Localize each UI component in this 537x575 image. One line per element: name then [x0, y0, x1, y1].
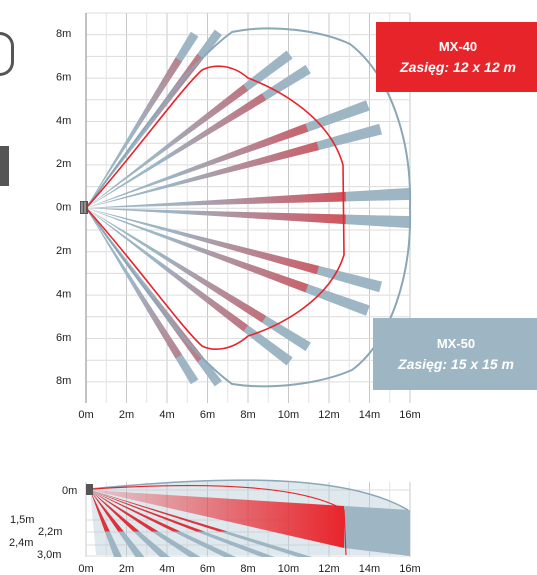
mx50-range-label: Zasięg: 15 x 15 m [398, 356, 514, 372]
top-x-tick: 10m [278, 409, 299, 421]
top-y-tick: 6m [56, 332, 71, 344]
top-view-beams [86, 29, 411, 387]
top-beam [86, 208, 311, 352]
mx40-range-label: Zasięg: 12 x 12 m [400, 59, 516, 75]
mx40-beam-segment [86, 93, 267, 208]
mx40-beam-segment [86, 141, 319, 208]
top-x-tick: 2m [119, 409, 134, 421]
top-beam [86, 187, 411, 208]
mx40-beam-segment [86, 191, 346, 208]
top-y-tick: 2m [56, 158, 71, 170]
top-x-tick: 16m [399, 409, 420, 421]
mx40-side-fan-beam [90, 490, 159, 532]
mx40-beam-segment [86, 208, 346, 225]
top-beam [86, 208, 383, 293]
top-beam [86, 50, 293, 208]
mx40-beam-segment [86, 208, 309, 293]
mx40-beam-segment [86, 208, 267, 323]
mx40-side-main-beam [90, 490, 344, 548]
mx50-coverage-outline [84, 27, 412, 388]
side-label-2-2m: 2,2m [38, 526, 62, 538]
top-view-detector [80, 201, 88, 214]
top-y-tick: 0m [56, 202, 71, 214]
top-beam [86, 208, 199, 385]
top-beam [86, 208, 293, 366]
side-view-detector [86, 484, 93, 495]
top-beam [86, 64, 311, 208]
side-x-tick: 2m [119, 563, 134, 575]
mx40-side-fan-beam [90, 490, 228, 532]
mx40-beam-segment [86, 57, 182, 208]
mx40-beam-segment [86, 123, 309, 208]
side-view: 0m 1,5m 2,2m 2,4m 3,0m 0m 2m 4m 6m 8m 10m 12m 1… [9, 479, 421, 575]
side-view-beams [90, 490, 410, 557]
mx40-side-fan-beam [90, 490, 181, 532]
top-y-tick: 2m [56, 245, 71, 257]
top-x-tick: 6m [200, 409, 215, 421]
side-label-3-0m: 3,0m [37, 549, 61, 561]
mx40-beam-segment [86, 208, 319, 275]
side-view-x-axis: 0m 2m 4m 6m 8m 10m 12m 14m 16m [78, 563, 420, 575]
mx40-beam-segment [86, 208, 182, 359]
side-x-tick: 4m [159, 563, 174, 575]
mx40-beam-segment [86, 208, 249, 332]
mx50-side-main-beam [344, 506, 410, 556]
top-x-tick: 14m [359, 409, 380, 421]
top-view-grid [85, 12, 411, 403]
mx50-side-outline [89, 479, 409, 511]
mx40-side-fan-beam [90, 490, 205, 532]
mx40-model-label: MX-40 [438, 39, 478, 54]
top-beam [86, 208, 411, 229]
side-x-tick: 0m [78, 563, 93, 575]
top-beam [86, 208, 370, 316]
top-y-tick: 4m [56, 115, 71, 127]
side-label-1-5m: 1,5m [10, 514, 34, 526]
side-label-0m: 0m [62, 485, 77, 497]
mx40-coverage-outline [84, 65, 345, 350]
side-x-tick: 10m [278, 563, 299, 575]
side-x-tick: 8m [240, 563, 255, 575]
top-beam [86, 123, 383, 208]
top-beam [86, 100, 370, 208]
top-x-tick: 4m [159, 409, 174, 421]
top-y-tick: 8m [56, 375, 71, 387]
top-view: 8m 6m 4m 2m 0m 2m 4m 6m 8m 0m 2m 4m 6m 8m 10m 12m 14m 16… [56, 12, 421, 421]
mx50-badge: MX-50 Zasięg: 15 x 15 m [373, 318, 537, 390]
mx40-side-fan-beam [90, 490, 140, 532]
top-x-tick: 8m [240, 409, 255, 421]
mx50-model-label: MX-50 [436, 336, 476, 351]
mx40-side-fan-beam [90, 490, 124, 532]
mx40-side-outline [91, 484, 347, 556]
side-label-2-4m: 2,4m [9, 537, 33, 549]
top-y-tick: 6m [56, 71, 71, 83]
top-beam [86, 31, 199, 208]
side-x-tick: 6m [200, 563, 215, 575]
mx40-badge: MX-40 Zasięg: 12 x 12 m [376, 22, 537, 92]
top-y-tick: 8m [56, 28, 71, 40]
top-view-y-axis: 8m 6m 4m 2m 0m 2m 4m 6m 8m [56, 28, 71, 387]
edge-fragment-block [0, 146, 9, 186]
top-x-tick: 0m [78, 409, 93, 421]
top-y-tick: 4m [56, 288, 71, 300]
side-x-tick: 14m [359, 563, 380, 575]
mx40-beam-segment [86, 84, 249, 208]
side-x-tick: 16m [399, 563, 420, 575]
mx40-side-fan-beam [90, 490, 110, 532]
side-x-tick: 12m [318, 563, 339, 575]
top-x-tick: 12m [318, 409, 339, 421]
top-view-x-axis: 0m 2m 4m 6m 8m 10m 12m 14m 16m [78, 409, 420, 421]
